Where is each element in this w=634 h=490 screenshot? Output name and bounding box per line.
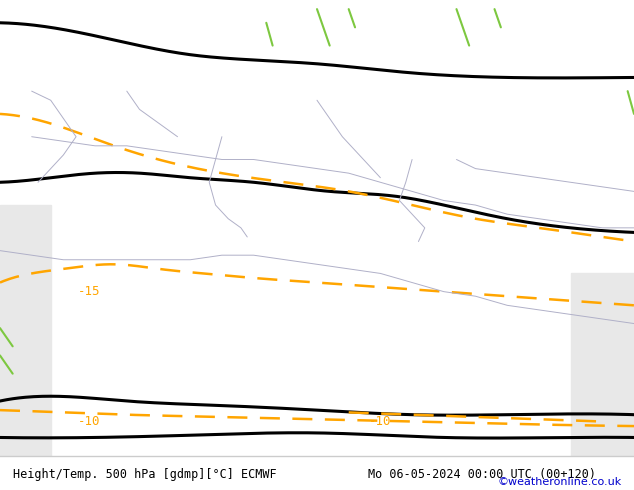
Text: -10: -10 xyxy=(369,415,392,428)
Polygon shape xyxy=(571,273,634,456)
Text: Height/Temp. 500 hPa [gdmp][°C] ECMWF: Height/Temp. 500 hPa [gdmp][°C] ECMWF xyxy=(13,467,276,481)
Text: Mo 06-05-2024 00:00 UTC (00+120): Mo 06-05-2024 00:00 UTC (00+120) xyxy=(368,467,596,481)
Text: -10: -10 xyxy=(77,415,100,428)
Text: ©weatheronline.co.uk: ©weatheronline.co.uk xyxy=(497,477,621,487)
Polygon shape xyxy=(0,205,51,456)
Text: -15: -15 xyxy=(77,285,100,298)
